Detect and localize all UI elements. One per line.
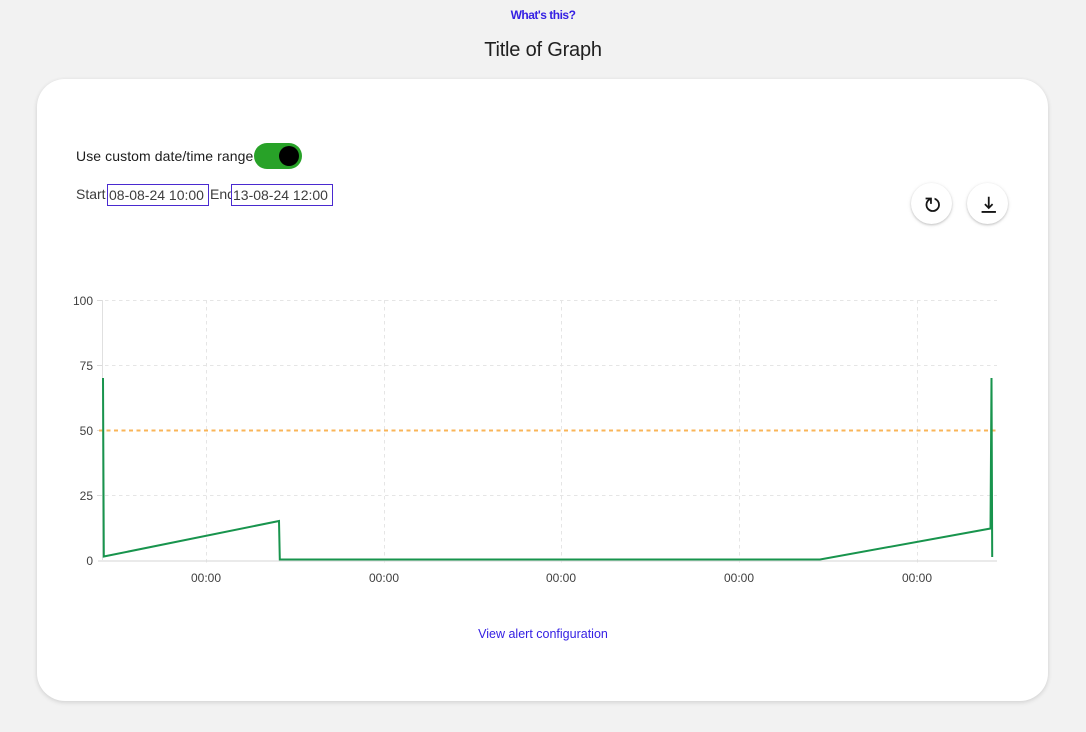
- svg-text:00:00: 00:00: [369, 571, 399, 585]
- svg-text:00:00: 00:00: [902, 571, 932, 585]
- svg-text:00:00: 00:00: [546, 571, 576, 585]
- svg-text:100: 100: [73, 294, 93, 308]
- svg-text:00:00: 00:00: [191, 571, 221, 585]
- svg-text:00:00: 00:00: [724, 571, 754, 585]
- svg-text:75: 75: [80, 359, 94, 373]
- svg-text:25: 25: [80, 489, 94, 503]
- svg-text:50: 50: [80, 424, 94, 438]
- svg-text:0: 0: [86, 554, 93, 568]
